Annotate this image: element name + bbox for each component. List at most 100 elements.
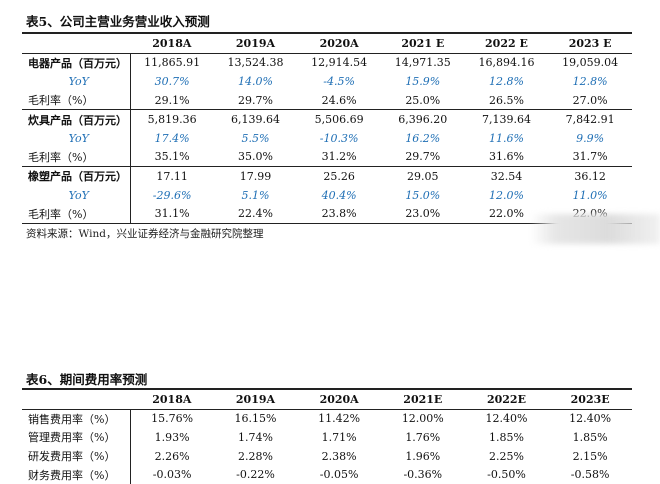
expense-ratio-table: 2018A 2019A 2020A 2021E 2022E 2023E 销售费用… [22, 388, 632, 484]
table5-header-cell: 2020A [297, 33, 381, 54]
table-cell: 23.8% [297, 204, 381, 224]
table-cell: 12.8% [488, 74, 524, 88]
table-cell: 23.0% [380, 204, 465, 224]
table6-header-cell: 2019A [213, 389, 298, 410]
table-cell: 14,971.35 [394, 56, 451, 70]
row-label: 炊具产品（百万元） [22, 109, 131, 129]
table-cell: 12.8% [572, 74, 608, 88]
table-cell: 17.4% [154, 131, 190, 145]
table-cell: 29.1% [130, 90, 214, 111]
table-row: YoY 30.7% 14.0% -4.5% 15.9% 12.8% 12.8% [22, 72, 632, 91]
table-cell: 32.54 [490, 169, 523, 183]
table6-header-row: 2018A 2019A 2020A 2021E 2022E 2023E [22, 389, 632, 410]
table-cell: 6,139.64 [230, 113, 280, 127]
table-cell: 2.26% [154, 449, 190, 463]
table-cell: -0.03% [152, 468, 192, 482]
table6-header-cell: 2018A [130, 389, 214, 410]
revenue-forecast-table: 2018A 2019A 2020A 2021 E 2022 E 2023 E 电… [22, 32, 632, 224]
table-cell: -29.6% [152, 188, 192, 202]
table-row: YoY -29.6% 5.1% 40.4% 15.0% 12.0% 11.0% [22, 185, 632, 205]
table-row: 销售费用率（%） 15.76% 16.15% 11.42% 12.00% 12.… [22, 409, 632, 429]
table5-header-cell [22, 33, 130, 54]
table-cell: 9.9% [576, 131, 605, 145]
table-cell: 25.0% [380, 90, 465, 111]
table-cell: 5.1% [241, 188, 270, 202]
table-row: 橡塑产品（百万元） 17.11 17.99 25.26 29.05 32.54 … [22, 166, 632, 186]
table-row: YoY 17.4% 5.5% -10.3% 16.2% 11.6% 9.9% [22, 128, 632, 148]
table-cell: 12.40% [569, 412, 612, 426]
table5-header-cell: 2022 E [464, 33, 549, 54]
table-cell: 31.6% [464, 147, 549, 168]
table-cell: 2.15% [572, 449, 608, 463]
row-label: YoY [22, 128, 131, 148]
table-cell: 5,506.69 [314, 113, 364, 127]
table-cell: 17.11 [156, 169, 188, 183]
row-label: 毛利率（%） [22, 204, 131, 224]
table-cell: 11.0% [572, 188, 608, 202]
table-cell: 27.0% [548, 90, 632, 111]
row-label: 毛利率（%） [22, 147, 131, 168]
table5-header-row: 2018A 2019A 2020A 2021 E 2022 E 2023 E [22, 33, 632, 54]
table6-header-cell: 2022E [464, 389, 549, 410]
table-cell: 16.15% [234, 412, 277, 426]
table-row: 研发费用率（%） 2.26% 2.28% 2.38% 1.96% 2.25% 2… [22, 446, 632, 466]
table-cell: 31.2% [297, 147, 381, 168]
table-cell: 6,396.20 [398, 113, 448, 127]
table-cell: 19,059.04 [562, 56, 619, 70]
table-cell: 12.00% [401, 412, 444, 426]
table-cell: 2.28% [238, 449, 273, 463]
table-cell: 12.40% [485, 412, 528, 426]
table-row: 毛利率（%） 35.1% 35.0% 31.2% 29.7% 31.6% 31.… [22, 147, 632, 168]
table-cell: 1.74% [238, 430, 273, 444]
table-cell: 17.99 [239, 169, 272, 183]
table-cell: -4.5% [323, 74, 355, 88]
table-cell: -10.3% [319, 131, 359, 145]
table5-caption: 表5、公司主营业务营业收入预测 [26, 14, 210, 29]
table-cell: 13,524.38 [227, 56, 284, 70]
table6-header-cell: 2023E [548, 389, 632, 410]
row-label: YoY [22, 185, 131, 205]
table-cell: 25.26 [323, 169, 355, 183]
table-cell: 1.93% [154, 430, 190, 444]
table-cell: 22.4% [213, 204, 298, 224]
table-cell: 5,819.36 [147, 113, 197, 127]
row-label: 管理费用率（%） [22, 428, 131, 447]
table-cell: 30.7% [154, 74, 190, 88]
table-cell: 11.6% [488, 131, 524, 145]
table-cell: 2.25% [488, 449, 524, 463]
table6-header-cell [22, 389, 130, 410]
table-cell: 1.85% [488, 430, 524, 444]
table-cell: 1.76% [405, 430, 441, 444]
table-cell: 2.38% [321, 449, 357, 463]
table-row: 财务费用率（%） -0.03% -0.22% -0.05% -0.36% -0.… [22, 465, 632, 484]
table-cell: 11,865.91 [144, 56, 201, 70]
table-cell: 16,894.16 [478, 56, 535, 70]
table-cell: 5.5% [241, 131, 270, 145]
row-label: 财务费用率（%） [22, 465, 131, 484]
table-row: 管理费用率（%） 1.93% 1.74% 1.71% 1.76% 1.85% 1… [22, 428, 632, 447]
table-cell: 40.4% [321, 188, 357, 202]
table-cell: 7,842.91 [565, 113, 615, 127]
table6-caption: 表6、期间费用率预测 [26, 372, 148, 387]
row-label: 销售费用率（%） [22, 409, 131, 429]
table-cell: 1.96% [405, 449, 441, 463]
table-cell: 29.7% [213, 90, 298, 111]
table-cell: 14.0% [238, 74, 273, 88]
table-cell: 1.85% [572, 430, 608, 444]
table-row: 毛利率（%） 29.1% 29.7% 24.6% 25.0% 26.5% 27.… [22, 90, 632, 111]
row-label: 研发费用率（%） [22, 446, 131, 466]
table6-header-cell: 2021E [380, 389, 465, 410]
table-cell: -0.05% [319, 468, 359, 482]
table-cell: 35.1% [130, 147, 214, 168]
row-label: YoY [22, 72, 131, 91]
table-cell: 15.9% [405, 74, 441, 88]
table-row: 炊具产品（百万元） 5,819.36 6,139.64 5,506.69 6,3… [22, 109, 632, 129]
table-cell: 35.0% [213, 147, 298, 168]
table-cell: 22.0% [464, 204, 549, 224]
row-label: 毛利率（%） [22, 90, 131, 111]
source-note: 资料来源：Wind，兴业证券经济与金融研究院整理 [26, 228, 264, 240]
table5-header-cell: 2019A [213, 33, 298, 54]
table-cell: 29.05 [407, 169, 439, 183]
table-cell: 1.71% [321, 430, 357, 444]
table-cell: 31.7% [548, 147, 632, 168]
